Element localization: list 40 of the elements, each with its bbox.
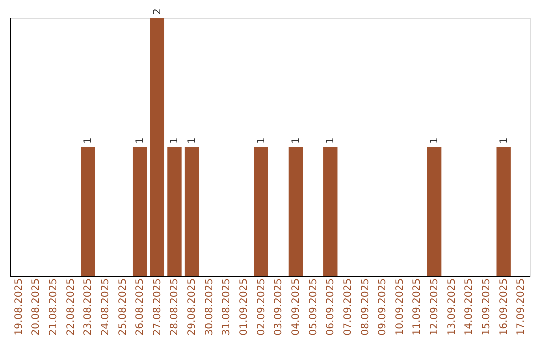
data-label: 1 <box>187 138 198 144</box>
x-tick-label: 27.08.2025 <box>152 278 164 336</box>
data-label: 1 <box>430 138 441 144</box>
data-label: 1 <box>326 138 337 144</box>
x-tick-label: 26.08.2025 <box>135 278 146 336</box>
x-tick-label: 15.09.2025 <box>482 278 493 336</box>
x-tick-label: 08.09.2025 <box>360 278 372 336</box>
x-tick-label: 05.09.2025 <box>308 278 320 336</box>
x-tick-label: 04.09.2025 <box>290 278 302 336</box>
x-tick-label: 02.09.2025 <box>256 278 268 336</box>
x-tick-label: 17.09.2025 <box>516 278 528 336</box>
x-tick-label: 06.09.2025 <box>326 278 337 336</box>
data-label: 1 <box>498 138 510 144</box>
x-tick-label: 20.08.2025 <box>31 278 42 336</box>
data-label: 2 <box>152 8 164 15</box>
x-tick-label: 01.09.2025 <box>239 278 250 336</box>
data-label: 1 <box>256 138 268 144</box>
data-label: 1 <box>170 138 181 144</box>
x-tick-label: 22.08.2025 <box>66 278 77 336</box>
x-tick-label: 10.09.2025 <box>394 278 406 336</box>
x-tick-label: 07.09.2025 <box>342 278 354 336</box>
x-tick-label: 28.08.2025 <box>170 278 181 336</box>
x-tick-label: 30.08.2025 <box>204 278 216 336</box>
x-tick-label: 11.09.2025 <box>412 278 424 336</box>
x-tick-label: 03.09.2025 <box>274 278 285 336</box>
data-label: 1 <box>135 138 146 144</box>
data-label: 1 <box>83 138 94 144</box>
x-tick-label: 25.08.2025 <box>118 278 129 336</box>
x-tick-label: 23.08.2025 <box>83 278 94 336</box>
x-tick-label: 21.08.2025 <box>48 278 60 336</box>
x-tick-label: 31.08.2025 <box>222 278 233 336</box>
data-label: 1 <box>290 138 302 144</box>
x-tick-label: 19.08.2025 <box>14 278 25 336</box>
x-tick-label: 13.09.2025 <box>446 278 458 336</box>
x-tick-label: 14.09.2025 <box>464 278 476 336</box>
x-tick-label: 29.08.2025 <box>187 278 198 336</box>
x-tick-label: 12.09.2025 <box>430 278 441 336</box>
x-tick-label: 09.09.2025 <box>378 278 389 336</box>
x-tick-label: 24.08.2025 <box>100 278 112 336</box>
x-tick-label: 16.09.2025 <box>498 278 510 336</box>
